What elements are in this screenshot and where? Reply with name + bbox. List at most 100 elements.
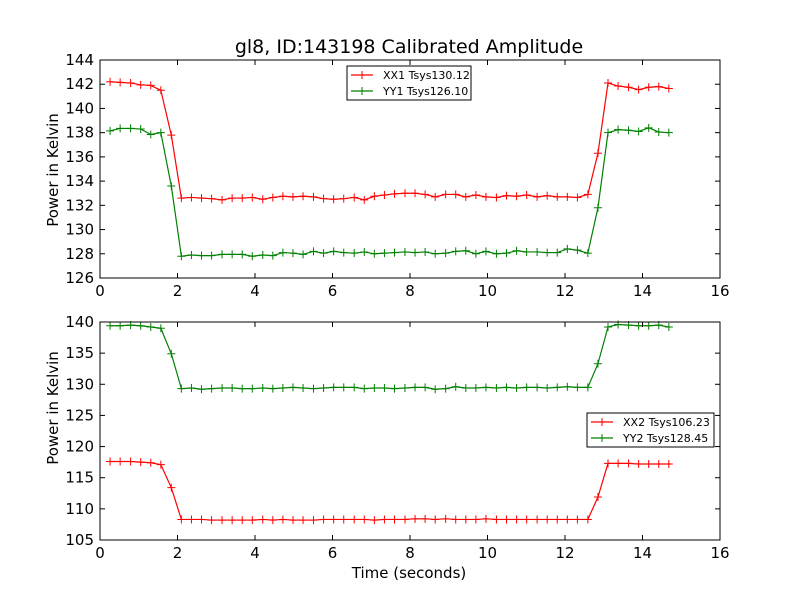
top-series-2-point — [553, 248, 562, 257]
top-series-2-point — [624, 126, 633, 135]
top-series-1-point — [411, 189, 420, 198]
bottom-series-2-point — [156, 324, 165, 333]
top-series-1-point — [319, 194, 328, 203]
bottom-series-1-point — [664, 460, 673, 469]
top-x-tick-label: 14 — [633, 282, 652, 300]
bottom-series-1-point — [218, 516, 227, 525]
top-series-2-point — [228, 250, 237, 259]
bottom-series-1-point — [370, 516, 379, 525]
top-series-2-point — [593, 203, 602, 212]
bottom-series-1-point — [563, 515, 572, 524]
bottom-series-1-point — [461, 515, 470, 524]
top-series-2-point — [238, 250, 247, 259]
bottom-series-1-point — [258, 515, 267, 524]
top-y-tick-label: 132 — [65, 196, 94, 214]
top-series-2-point — [563, 244, 572, 253]
bottom-x-tick-label: 8 — [405, 544, 415, 562]
bottom-x-tick-label: 6 — [328, 544, 338, 562]
bottom-series-2-point — [481, 383, 490, 392]
bottom-series-2-point — [167, 349, 176, 358]
bottom-series-1-point — [400, 515, 409, 524]
top-series-2-point — [390, 248, 399, 257]
top-series-1-point — [593, 149, 602, 158]
top-series-1-point — [268, 193, 277, 202]
bottom-series-1-point — [533, 515, 542, 524]
bottom-series-1-point — [309, 516, 318, 525]
bottom-series-1-point — [522, 515, 531, 524]
top-series-2-point — [278, 248, 287, 257]
bottom-series-1-point — [136, 458, 145, 467]
top-y-tick-label: 140 — [65, 99, 94, 117]
bottom-series-2-point — [197, 385, 206, 394]
bottom-series-1-point — [146, 458, 155, 467]
top-series-2-point — [441, 249, 450, 258]
top-series-1-point — [543, 191, 552, 200]
top-series-1-point — [644, 83, 653, 92]
top-y-tick-label: 136 — [65, 148, 94, 166]
bottom-series-2-point — [471, 384, 480, 393]
top-x-tick-label: 16 — [710, 282, 729, 300]
bottom-x-tick-label: 0 — [95, 544, 105, 562]
top-series-2-point — [644, 123, 653, 132]
top-series-1-point — [400, 189, 409, 198]
top-series-1-point — [329, 195, 338, 204]
top-series-2-point — [116, 124, 125, 133]
bottom-series-1-point — [553, 515, 562, 524]
bottom-series-1-point — [624, 459, 633, 468]
bottom-series-1-point — [471, 515, 480, 524]
top-series-1-point — [116, 78, 125, 87]
bottom-series-2-point — [502, 383, 511, 392]
bottom-series-1-point — [187, 515, 196, 524]
bottom-series-1-point — [288, 516, 297, 525]
top-series-2-point — [614, 125, 623, 134]
bottom-series-2-point — [309, 384, 318, 393]
top-series-1-point — [136, 80, 145, 89]
bottom-legend: XX2 Tsys106.23 YY2 Tsys128.45 — [586, 412, 715, 448]
bottom-series-1-point — [573, 515, 582, 524]
bottom-series-2-point — [146, 322, 155, 331]
bottom-series-1-point — [319, 515, 328, 524]
bottom-series-1-point — [207, 516, 216, 525]
top-x-tick-label: 12 — [555, 282, 574, 300]
top-series-1-point — [126, 79, 135, 88]
top-series-2-point — [481, 247, 490, 256]
bottom-series-1-point — [268, 516, 277, 525]
bottom-series-2-point — [136, 321, 145, 330]
bottom-y-tick-label: 140 — [65, 313, 94, 331]
top-series-1-point — [299, 192, 308, 201]
top-y-tick-label: 144 — [65, 51, 94, 69]
bottom-series-2-point — [593, 359, 602, 368]
top-series-1-point — [614, 82, 623, 91]
top-series-2-point — [350, 249, 359, 258]
top-series-1-point — [522, 191, 531, 200]
top-series-1-point — [146, 81, 155, 90]
top-series-2-point — [288, 249, 297, 258]
top-series-1-point — [471, 191, 480, 200]
bottom-series-2-point — [533, 383, 542, 392]
bottom-series-2-point — [258, 384, 267, 393]
bottom-series-1-point — [116, 457, 125, 466]
bottom-series-2-point — [634, 321, 643, 330]
top-legend-marker-2 — [358, 87, 366, 95]
top-series-1-point — [228, 194, 237, 203]
top-series-1-point — [156, 86, 165, 95]
top-series-1-point — [512, 192, 521, 201]
top-y-axis-label: Power in Kelvin — [44, 113, 62, 227]
top-series-1-point — [218, 195, 227, 204]
top-y-tick-label: 142 — [65, 75, 94, 93]
bottom-legend-label-1: XX2 Tsys106.23 — [623, 416, 710, 429]
bottom-series-2-point — [492, 384, 501, 393]
top-y-tick-label: 126 — [65, 269, 94, 287]
bottom-series-2-point — [421, 383, 430, 392]
top-series-1-point — [350, 193, 359, 202]
top-series-2-point — [126, 124, 135, 133]
top-series-1-point — [278, 192, 287, 201]
top-series-2-point — [471, 249, 480, 258]
bottom-y-tick-label: 115 — [65, 469, 94, 487]
bottom-legend-marker-1 — [598, 418, 606, 426]
bottom-series-1-point — [654, 460, 663, 469]
top-series-1-point — [288, 192, 297, 201]
bottom-series-1-point — [156, 460, 165, 469]
bottom-series-2-point — [248, 384, 257, 393]
bottom-series-2-point — [563, 382, 572, 391]
